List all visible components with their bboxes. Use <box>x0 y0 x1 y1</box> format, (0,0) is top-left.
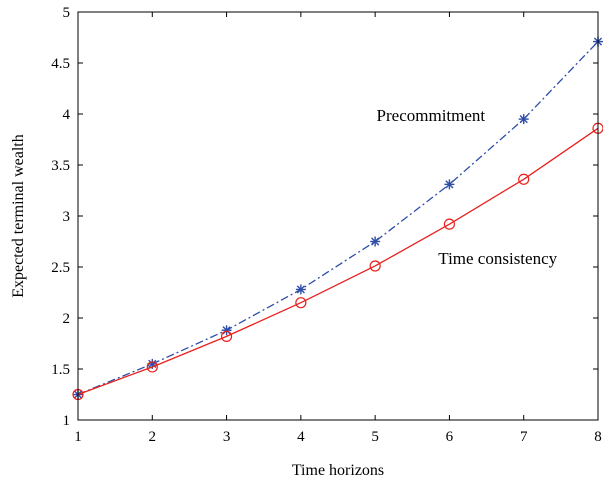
axis-layer: 1 2 3 4 5 6 7 8 1 1.5 2 2.5 3 3.5 4 4.5 5 <box>51 5 602 445</box>
series-label-precommitment: Precommitment <box>377 106 486 125</box>
data-point <box>518 173 530 185</box>
data-point <box>221 325 232 336</box>
x-tick-label: 5 <box>371 429 379 445</box>
series-layer <box>72 36 603 401</box>
data-point <box>370 236 381 247</box>
data-point <box>444 179 455 190</box>
series-label-time-consistency: Time consistency <box>438 249 557 268</box>
x-tick-label: 8 <box>594 429 602 445</box>
series-line <box>77 41 599 396</box>
y-tick-label: 1 <box>63 413 71 429</box>
series-line <box>77 127 599 396</box>
data-point <box>146 361 158 373</box>
x-axis-label: Time horizons <box>292 462 384 479</box>
data-point <box>295 297 307 309</box>
y-tick-label: 3.5 <box>51 158 70 174</box>
data-point <box>518 114 529 125</box>
x-tick-label: 6 <box>446 429 454 445</box>
data-point <box>220 330 233 342</box>
y-tick-label: 4.5 <box>51 56 70 72</box>
data-point <box>443 218 456 230</box>
x-tick-label: 2 <box>149 429 157 445</box>
x-tick-label: 3 <box>223 429 231 445</box>
y-axis-label: Expected terminal wealth <box>10 134 27 297</box>
x-tick-label: 7 <box>520 429 528 445</box>
x-tick-label: 4 <box>297 429 305 445</box>
y-tick-label: 4 <box>63 107 71 123</box>
y-tick-label: 2.5 <box>51 260 70 276</box>
data-point <box>295 284 306 295</box>
y-tick-label: 3 <box>63 209 71 225</box>
y-tick-label: 1.5 <box>51 362 70 378</box>
y-tick-label: 5 <box>63 5 71 21</box>
y-tick-label: 2 <box>63 311 71 327</box>
plot-frame <box>77 11 599 421</box>
x-tick-label: 1 <box>74 429 82 445</box>
data-point <box>369 260 381 272</box>
